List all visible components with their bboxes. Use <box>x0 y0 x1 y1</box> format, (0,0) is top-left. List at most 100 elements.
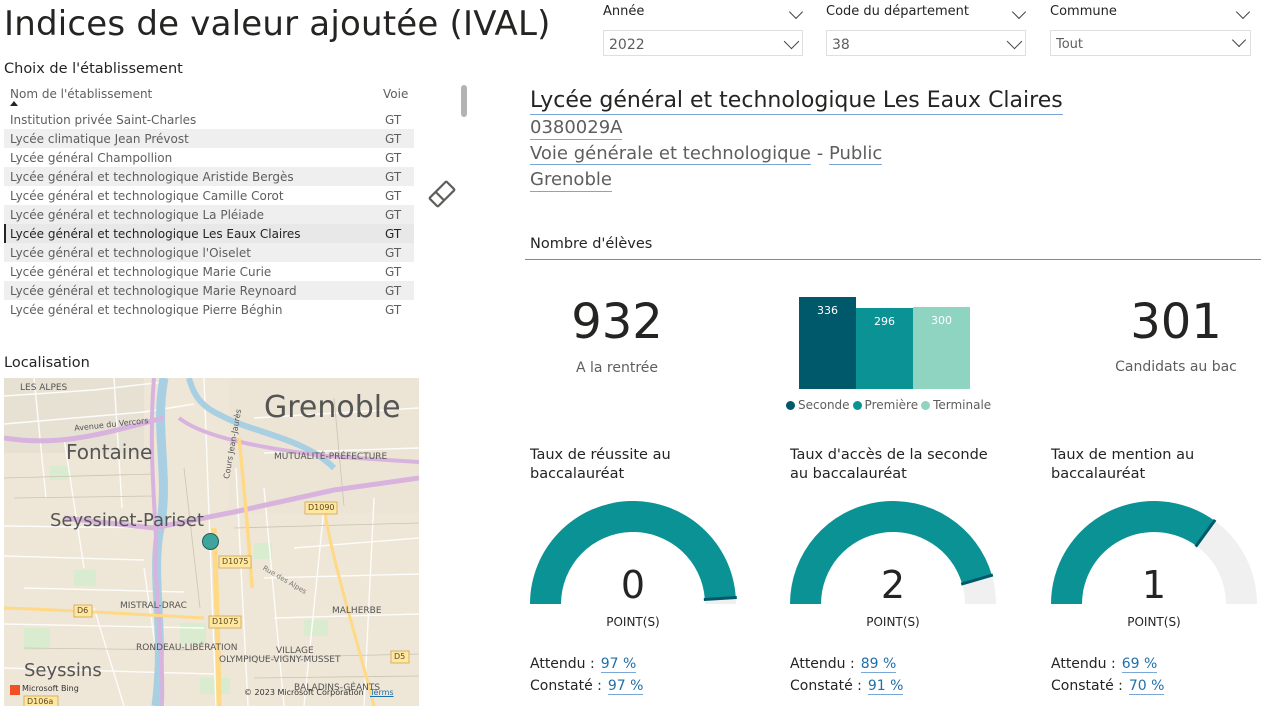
legend-item[interactable]: Terminale <box>921 398 991 412</box>
gauge-unit: POINT(S) <box>1127 615 1181 629</box>
gauge-attendu-row: Attendu : 97 % <box>530 656 637 673</box>
gauge-value: 0 <box>620 563 646 607</box>
list-item[interactable]: Lycée général et technologique Marie Rey… <box>4 281 414 300</box>
legend-label: Seconde <box>798 398 850 412</box>
column-header-voie[interactable]: Voie <box>383 87 409 101</box>
school-list-name[interactable]: Lycée général et technologique Marie Cur… <box>10 264 272 279</box>
column-header-name[interactable]: Nom de l'établissement <box>10 87 153 101</box>
school-secteur[interactable]: Public <box>828 143 883 165</box>
school-list-voie[interactable]: GT <box>379 205 414 224</box>
list-item[interactable]: Lycée général et technologique Marie Cur… <box>4 262 414 281</box>
school-list-name[interactable]: Lycée général et technologique Les Eaux … <box>4 224 379 243</box>
eraser-icon[interactable] <box>426 178 458 210</box>
map-label-rondeau: RONDEAU-LIBÉRATION <box>136 643 238 653</box>
gauge-attendu-label: Attendu : <box>790 656 855 672</box>
school-list-name[interactable]: Lycée général et technologique l'Oiselet <box>4 243 379 262</box>
gauge-constate-value[interactable]: 70 % <box>1128 678 1165 695</box>
list-item[interactable]: Lycée général et technologique La Pléiad… <box>4 205 414 224</box>
gauge-attendu-value[interactable]: 97 % <box>600 656 637 673</box>
rentree-value: 932 <box>571 294 663 350</box>
school-list[interactable]: Nom de l'établissement Voie Institution … <box>4 84 414 324</box>
bac-label: Candidats au bac <box>1115 359 1237 375</box>
map-terms-link[interactable]: Terms <box>370 688 394 697</box>
gauge-constate-value[interactable]: 91 % <box>867 678 904 695</box>
gauge-attendu-value[interactable]: 69 % <box>1121 656 1158 673</box>
bar-data-label: 296 <box>874 315 895 328</box>
school-list-name[interactable]: Lycée général et technologique Pierre Bé… <box>10 302 283 317</box>
filter-commune-select[interactable]: Tout <box>1050 30 1251 56</box>
school-list-voie[interactable]: GT <box>379 281 414 300</box>
school-voie[interactable]: Voie générale et technologique <box>530 143 811 165</box>
eleves-bar-chart[interactable]: 336 296 300 Seconde Première Terminale <box>786 290 1006 420</box>
gauge-constate-value[interactable]: 97 % <box>607 678 644 695</box>
gauge-chart[interactable] <box>530 499 740 607</box>
filter-departement[interactable]: Code du département 38 <box>826 4 1027 60</box>
filter-departement-label: Code du département <box>826 4 969 19</box>
legend-label: Première <box>864 398 919 412</box>
list-scrollbar[interactable] <box>461 85 467 117</box>
school-commune[interactable]: Grenoble <box>530 169 612 192</box>
school-list-voie[interactable]: GT <box>379 129 414 148</box>
legend-item[interactable]: Première <box>852 398 919 412</box>
school-list-name[interactable]: Lycée climatique Jean Prévost <box>4 129 379 148</box>
gauge-target-marker <box>703 595 737 602</box>
legend-item[interactable]: Seconde <box>786 398 850 412</box>
filter-departement-select[interactable]: 38 <box>826 30 1026 56</box>
map-heading: Localisation <box>4 355 90 371</box>
chevron-down-icon[interactable] <box>1231 32 1247 48</box>
school-list-name[interactable]: Institution privée Saint-Charles <box>10 112 197 127</box>
bar-première[interactable]: 296 <box>856 308 913 389</box>
map-label-olympique: OLYMPIQUE-VIGNY-MUSSET <box>219 655 341 665</box>
gauge-constate-row: Constaté : 97 % <box>530 678 644 695</box>
filter-commune[interactable]: Commune Tout <box>1050 4 1251 60</box>
list-item[interactable]: Lycée général et technologique Camille C… <box>4 186 414 205</box>
school-list-voie[interactable]: GT <box>385 188 402 203</box>
school-list-voie[interactable]: GT <box>379 224 414 243</box>
gauge-attendu-label: Attendu : <box>1051 656 1116 672</box>
map-road-d1075b: D1075 <box>212 617 239 626</box>
school-code[interactable]: 0380029A <box>530 117 623 140</box>
map-label-seyssins: Seyssins <box>24 660 102 681</box>
filter-annee[interactable]: Année 2022 <box>603 4 804 60</box>
school-list-voie[interactable]: GT <box>385 150 402 165</box>
gauge-value: 1 <box>1141 563 1167 607</box>
gauge-chart[interactable] <box>1051 499 1261 607</box>
list-item[interactable]: Lycée général et technologique Les Eaux … <box>4 224 414 243</box>
school-list-voie[interactable]: GT <box>385 302 402 317</box>
school-list-voie[interactable]: GT <box>385 264 402 279</box>
bar-seconde[interactable]: 336 <box>799 297 856 389</box>
list-item[interactable]: Lycée général et technologique l'Oiselet… <box>4 243 414 262</box>
map[interactable]: Grenoble Fontaine Seyssinet-Pariset Seys… <box>4 378 419 706</box>
gauge-constate-label: Constaté : <box>1051 678 1123 694</box>
gauge-attendu-label: Attendu : <box>530 656 595 672</box>
school-list-name[interactable]: Lycée général Champollion <box>10 150 173 165</box>
gauge-chart[interactable] <box>790 499 1000 607</box>
map-label-village: VILLAGE <box>276 646 314 656</box>
school-list-name[interactable]: Lycée général et technologique La Pléiad… <box>4 205 379 224</box>
school-list-voie[interactable]: GT <box>385 112 402 127</box>
list-item[interactable]: Lycée général Champollion GT <box>4 148 414 167</box>
rentree-label: A la rentrée <box>575 360 659 376</box>
gauge-attendu-row: Attendu : 89 % <box>790 656 897 673</box>
list-item[interactable]: Lycée général et technologique Pierre Bé… <box>4 300 414 319</box>
school-name[interactable]: Lycée général et technologique Les Eaux … <box>530 88 1063 115</box>
bar-terminale[interactable]: 300 <box>913 307 970 389</box>
filter-commune-label: Commune <box>1050 4 1117 19</box>
chevron-down-icon[interactable] <box>1006 33 1023 50</box>
school-list-name[interactable]: Lycée général et technologique Camille C… <box>10 188 284 203</box>
list-item[interactable]: Lycée climatique Jean Prévost GT <box>4 129 414 148</box>
school-list-name[interactable]: Lycée général et technologique Aristide … <box>4 167 379 186</box>
gauge-constate-label: Constaté : <box>530 678 602 694</box>
school-list-name[interactable]: Lycée général et technologique Marie Rey… <box>4 281 379 300</box>
gauge-attendu-value[interactable]: 89 % <box>860 656 897 673</box>
school-list-voie[interactable]: GT <box>379 167 414 186</box>
chevron-down-icon[interactable] <box>783 33 800 50</box>
list-item[interactable]: Lycée général et technologique Aristide … <box>4 167 414 186</box>
map-label-seyssinet: Seyssinet-Pariset <box>50 510 204 531</box>
choice-heading: Choix de l'établissement <box>4 61 183 77</box>
list-item[interactable]: Institution privée Saint-Charles GT <box>4 110 414 129</box>
school-location-marker[interactable] <box>202 533 219 550</box>
school-list-voie[interactable]: GT <box>379 243 414 262</box>
filter-annee-select[interactable]: 2022 <box>603 30 803 56</box>
gauge-title: Taux de réussite au baccalauréat <box>530 447 671 482</box>
